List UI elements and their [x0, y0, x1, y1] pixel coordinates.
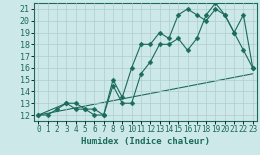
- X-axis label: Humidex (Indice chaleur): Humidex (Indice chaleur): [81, 137, 210, 146]
